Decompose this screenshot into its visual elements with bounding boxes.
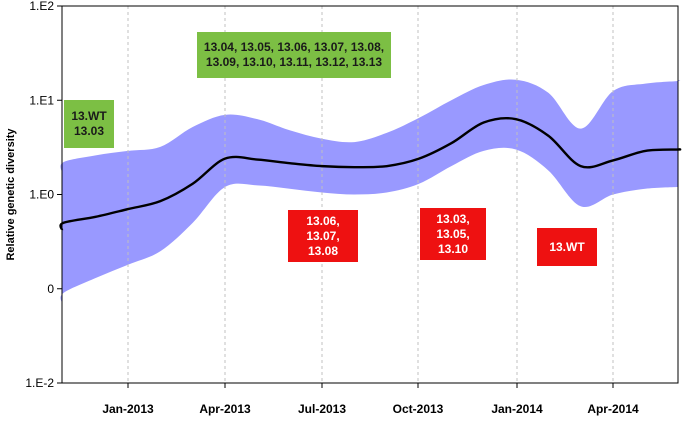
median-line: [59, 116, 682, 231]
y-tick-label: 1.E2: [29, 0, 54, 13]
hpd-band: [60, 79, 681, 304]
y-tick-label: 1.E0: [29, 188, 54, 202]
annotation-text: 13.WT: [549, 239, 585, 254]
y-tick-label: 0: [47, 282, 54, 296]
annotation-red-dec: 13.03, 13.05, 13.10: [420, 208, 486, 260]
annotation-green-left: 13.WT 13.03: [64, 100, 114, 148]
x-tick-label: Oct-2013: [393, 402, 444, 416]
axis-layer: 1.E-2 0 1.E0 1.E1 1.E2 Jan-2013 Apr-2013 Jul-20…: [5, 0, 679, 416]
annotation-green-wide: 13.04, 13.05, 13.06, 13.07, 13.08, 13.09…: [197, 32, 391, 78]
annotation-text: 13.03, 13.05, 13.10: [436, 211, 470, 256]
annotation-text: 13.04, 13.05, 13.06, 13.07, 13.08, 13.09…: [203, 40, 385, 69]
annotation-red-apr: 13.WT: [537, 228, 597, 266]
annotation-text: 13.WT 13.03: [71, 109, 107, 138]
x-tick-label: Jul-2013: [298, 402, 346, 416]
x-tick-label: Jan-2014: [491, 402, 543, 416]
x-tick-label: Apr-2014: [587, 402, 639, 416]
annotation-red-jul: 13.06, 13.07, 13.08: [288, 210, 358, 262]
hpd-band-layer: [60, 79, 681, 304]
x-tick-label: Jan-2013: [102, 402, 154, 416]
median-line-layer: [59, 116, 682, 231]
y-tick-label: 1.E-2: [25, 376, 54, 390]
y-tick-label: 1.E1: [29, 93, 54, 107]
y-axis-label: Relative genetic diversity: [5, 128, 17, 261]
x-tick-label: Apr-2013: [199, 402, 251, 416]
annotation-text: 13.06, 13.07, 13.08: [306, 213, 340, 258]
